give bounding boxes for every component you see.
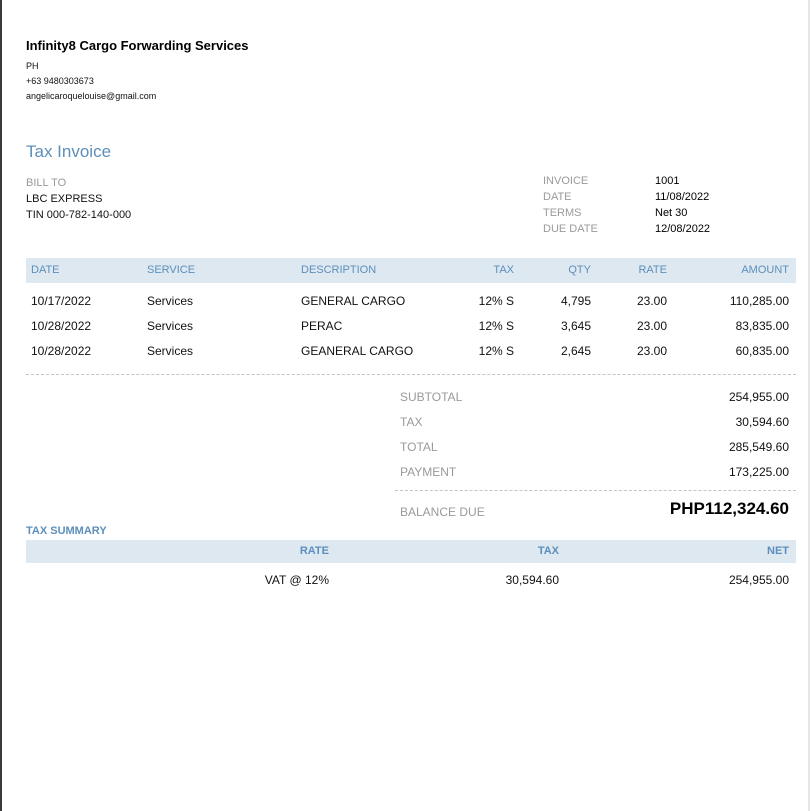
bill-to-block: BILL TO LBC EXPRESS TIN 000-782-140-000 <box>26 175 131 223</box>
row-amount: 60,835.00 <box>735 344 789 358</box>
items-table-body: 10/17/2022 Services GENERAL CARGO 12% S … <box>26 288 796 363</box>
row-qty: 3,645 <box>560 319 591 333</box>
tax-summary-tax: 30,594.60 <box>505 573 559 587</box>
company-country: PH <box>26 61 39 71</box>
page-right-border <box>808 0 810 811</box>
subtotal-value: 254,955.00 <box>728 390 789 404</box>
meta-row-due-date: DUE DATE 12/08/2022 <box>543 221 710 237</box>
row-tax: 12% S <box>478 319 514 333</box>
row-description: GEANERAL CARGO <box>301 344 414 358</box>
header-amount: AMOUNT <box>741 264 789 276</box>
payment-row: PAYMENT 173,225.00 <box>395 462 796 487</box>
tax-summary-row: VAT @ 12% 30,594.60 254,955.00 <box>26 572 796 592</box>
payment-label: PAYMENT <box>400 465 457 479</box>
items-table-header: DATE SERVICE DESCRIPTION TAX QTY RATE AM… <box>26 258 796 283</box>
header-date: DATE <box>31 264 60 276</box>
row-qty: 2,645 <box>560 344 591 358</box>
row-date: 10/17/2022 <box>31 294 92 308</box>
tax-summary-header-rate: RATE <box>299 545 329 557</box>
row-service: Services <box>147 294 194 308</box>
balance-divider <box>395 490 796 491</box>
table-row: 10/28/2022 Services PERAC 12% S 3,645 23… <box>26 313 796 338</box>
tax-summary-header: RATE TAX NET <box>26 540 796 563</box>
payment-value: 173,225.00 <box>728 465 789 479</box>
bill-to-label: BILL TO <box>26 177 67 189</box>
meta-row-date: DATE 11/08/2022 <box>543 189 710 205</box>
total-value: 285,549.60 <box>728 440 789 454</box>
header-service: SERVICE <box>147 264 196 276</box>
row-amount: 83,835.00 <box>735 319 789 333</box>
invoice-number-value: 1001 <box>655 175 680 187</box>
document-title: Tax Invoice <box>26 142 112 161</box>
terms-label: TERMS <box>543 207 582 219</box>
due-date-value: 12/08/2022 <box>655 223 711 235</box>
tax-summary-title: TAX SUMMARY <box>26 525 107 537</box>
row-amount: 110,285.00 <box>729 294 789 308</box>
header-rate: RATE <box>638 264 667 276</box>
row-rate: 23.00 <box>636 294 667 308</box>
invoice-number-label: INVOICE <box>543 175 589 187</box>
row-service: Services <box>147 319 194 333</box>
company-phone: +63 9480303673 <box>26 76 94 86</box>
row-rate: 23.00 <box>636 319 667 333</box>
balance-due-value: PHP112,324.60 <box>669 499 789 518</box>
header-tax: TAX <box>493 264 514 276</box>
invoice-meta: INVOICE 1001 DATE 11/08/2022 TERMS Net 3… <box>543 173 710 237</box>
items-divider <box>26 374 796 375</box>
meta-row-invoice: INVOICE 1001 <box>543 173 710 189</box>
header-description: DESCRIPTION <box>301 264 377 276</box>
header-qty: QTY <box>568 264 591 276</box>
invoice-date-value: 11/08/2022 <box>655 191 710 203</box>
tax-row: TAX 30,594.60 <box>395 412 796 437</box>
balance-due-label: BALANCE DUE <box>400 505 485 519</box>
row-rate: 23.00 <box>636 344 667 358</box>
company-name: Infinity8 Cargo Forwarding Services <box>26 38 249 53</box>
row-tax: 12% S <box>478 344 514 358</box>
bill-to-tin: TIN 000-782-140-000 <box>26 209 132 221</box>
row-qty: 4,795 <box>560 294 591 308</box>
tax-summary-rate: VAT @ 12% <box>264 573 329 587</box>
row-service: Services <box>147 344 194 358</box>
company-block: Infinity8 Cargo Forwarding Services PH +… <box>26 38 249 101</box>
row-description: PERAC <box>301 319 343 333</box>
bill-to-name: LBC EXPRESS <box>26 193 103 205</box>
due-date-label: DUE DATE <box>543 223 598 235</box>
total-row: TOTAL 285,549.60 <box>395 437 796 462</box>
tax-summary-header-net: NET <box>767 545 789 557</box>
terms-value: Net 30 <box>655 207 688 219</box>
subtotal-label: SUBTOTAL <box>400 390 463 404</box>
company-email: angelicaroquelouise@gmail.com <box>26 91 157 101</box>
tax-summary-header-tax: TAX <box>537 545 559 557</box>
subtotal-row: SUBTOTAL 254,955.00 <box>395 387 796 412</box>
invoice-date-label: DATE <box>543 191 572 203</box>
page-left-border <box>0 0 2 811</box>
total-label: TOTAL <box>400 440 438 454</box>
tax-label: TAX <box>400 415 423 429</box>
row-date: 10/28/2022 <box>31 344 92 358</box>
table-row: 10/28/2022 Services GEANERAL CARGO 12% S… <box>26 338 796 363</box>
tax-summary-net: 254,955.00 <box>728 573 789 587</box>
table-row: 10/17/2022 Services GENERAL CARGO 12% S … <box>26 288 796 313</box>
row-date: 10/28/2022 <box>31 319 92 333</box>
row-tax: 12% S <box>478 294 514 308</box>
tax-value: 30,594.60 <box>735 415 789 429</box>
meta-row-terms: TERMS Net 30 <box>543 205 710 221</box>
row-description: GENERAL CARGO <box>301 294 406 308</box>
totals-block: SUBTOTAL 254,955.00 TAX 30,594.60 TOTAL … <box>395 387 796 487</box>
